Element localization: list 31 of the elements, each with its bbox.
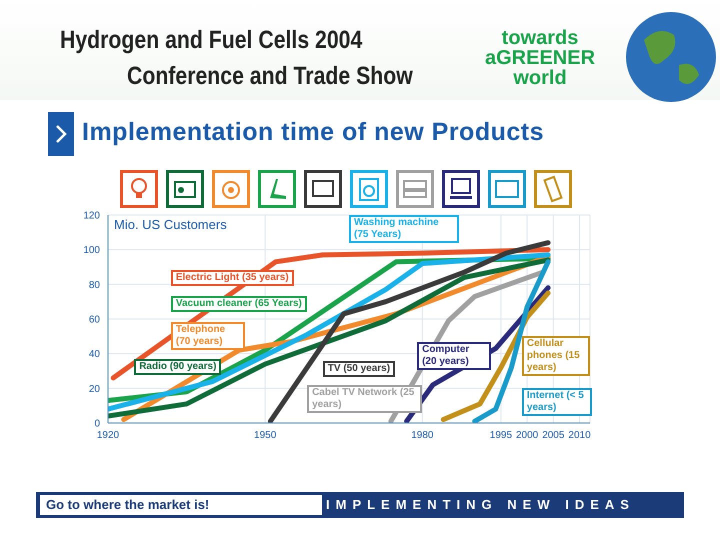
x-tick-label: 1980 [411, 430, 434, 442]
x-tick-label: 2000 [516, 430, 539, 442]
text: Hydrogen and Fuel Cells 2004 [60, 26, 362, 55]
y-tick-label: 0 [94, 418, 100, 430]
y-tick-label: 80 [88, 280, 100, 291]
text: Conference and Trade Show [127, 62, 413, 91]
y-tick-label: 40 [88, 349, 100, 360]
text: towards aGREENER world [484, 27, 596, 89]
text: Internet (< 5 years) [522, 388, 592, 416]
chart-title: Implementation time of new Products [82, 118, 544, 147]
series-label: Vacuum cleaner (65 Years) [170, 296, 307, 312]
x-tick-label: 1950 [254, 430, 277, 442]
x-tick-label: 1920 [96, 430, 120, 442]
y-tick-label: 120 [83, 210, 100, 222]
series-label: Cellular phones (15 years) [522, 336, 590, 376]
series-label: Telephone (70 years) [170, 322, 245, 350]
series-label: Computer (20 years) [417, 342, 492, 370]
series-label: Cabel TV Network (25 years) [307, 384, 422, 413]
series-label: Radio (90 years) [134, 358, 222, 375]
y-tick-label: 100 [83, 245, 100, 256]
text: Washing machine (75 Years) [349, 215, 459, 243]
text: Go to where the market is! [40, 495, 322, 515]
x-tick-label: 2005 [542, 430, 565, 442]
y-tick-label: 60 [88, 314, 100, 326]
x-tick-label: 1995 [490, 430, 512, 442]
series-label: TV (50 years) [322, 360, 396, 377]
series-label: Electric Light (35 years) [170, 270, 294, 286]
x-tick-label: 2010 [568, 430, 592, 442]
y-tick-label: 20 [88, 384, 100, 395]
text: IMPLEMENTING NEW IDEAS [326, 496, 635, 514]
y-axis-title: Mio. US Customers [114, 217, 227, 232]
